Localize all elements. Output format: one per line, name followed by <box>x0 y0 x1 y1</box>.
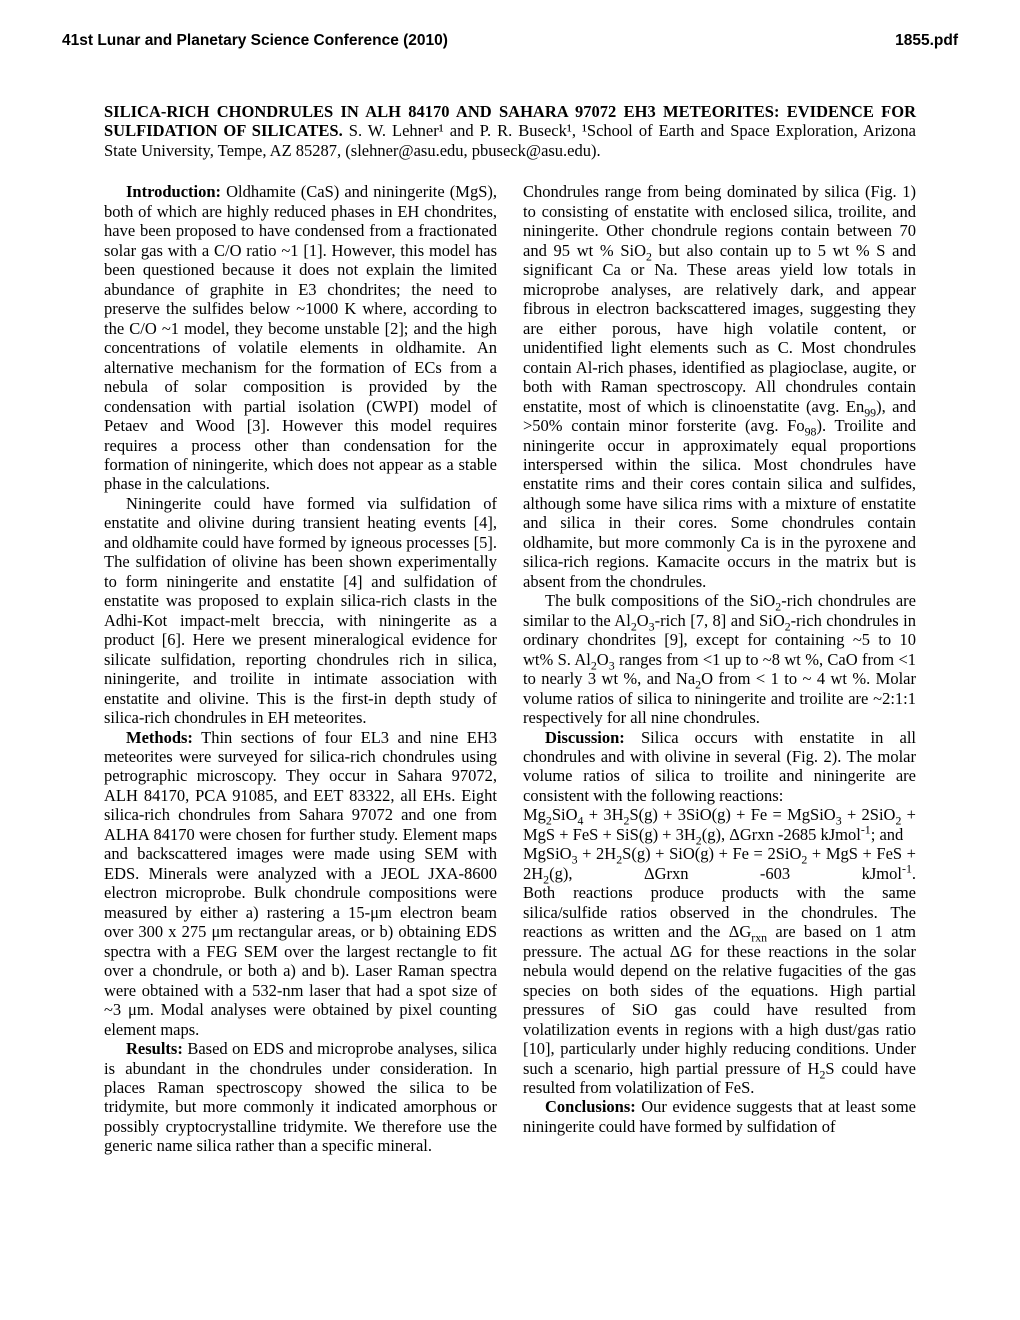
running-header: 41st Lunar and Planetary Science Confere… <box>62 32 958 50</box>
discussion-label: Discussion: <box>545 728 625 747</box>
intro-para: Introduction: Oldhamite (CaS) and nining… <box>104 182 497 494</box>
methods-para: Methods: Thin sections of four EL3 and n… <box>104 728 497 1040</box>
methods-label: Methods: <box>126 728 193 747</box>
equation-2: MgSiO3 + 2H2S(g) + SiO(g) + Fe = 2SiO2 +… <box>523 844 916 883</box>
results-para: Results: Based on EDS and microprobe ana… <box>104 1039 497 1156</box>
body-columns: Introduction: Oldhamite (CaS) and nining… <box>62 182 958 1155</box>
conclusions-para: Conclusions: Our evidence suggests that … <box>523 1097 916 1136</box>
intro-label: Introduction: <box>126 182 221 201</box>
page: 41st Lunar and Planetary Science Confere… <box>0 0 1020 1320</box>
para-niningerite: Niningerite could have formed via sulfid… <box>104 494 497 728</box>
right-column: Chondrules range from being dominated by… <box>523 182 916 1155</box>
header-left: 41st Lunar and Planetary Science Confere… <box>62 32 448 50</box>
discussion-para: Discussion: Silica occurs with enstatite… <box>523 728 916 806</box>
header-right: 1855.pdf <box>895 32 958 50</box>
left-column: Introduction: Oldhamite (CaS) and nining… <box>104 182 497 1155</box>
results-label: Results: <box>126 1039 183 1058</box>
right-p1: Chondrules range from being dominated by… <box>523 182 916 591</box>
right-p2: The bulk compositions of the SiO2-rich c… <box>523 591 916 727</box>
methods-text: Thin sections of four EL3 and nine EH3 m… <box>104 728 497 1039</box>
title-block: SILICA-RICH CHONDRULES IN ALH 84170 AND … <box>62 102 958 160</box>
intro-text: Oldhamite (CaS) and niningerite (MgS), b… <box>104 182 497 493</box>
conclusions-label: Conclusions: <box>545 1097 636 1116</box>
equation-1: Mg2SiO4 + 3H2S(g) + 3SiO(g) + Fe = MgSiO… <box>523 805 916 844</box>
right-p4: Both reactions produce products with the… <box>523 883 916 1097</box>
